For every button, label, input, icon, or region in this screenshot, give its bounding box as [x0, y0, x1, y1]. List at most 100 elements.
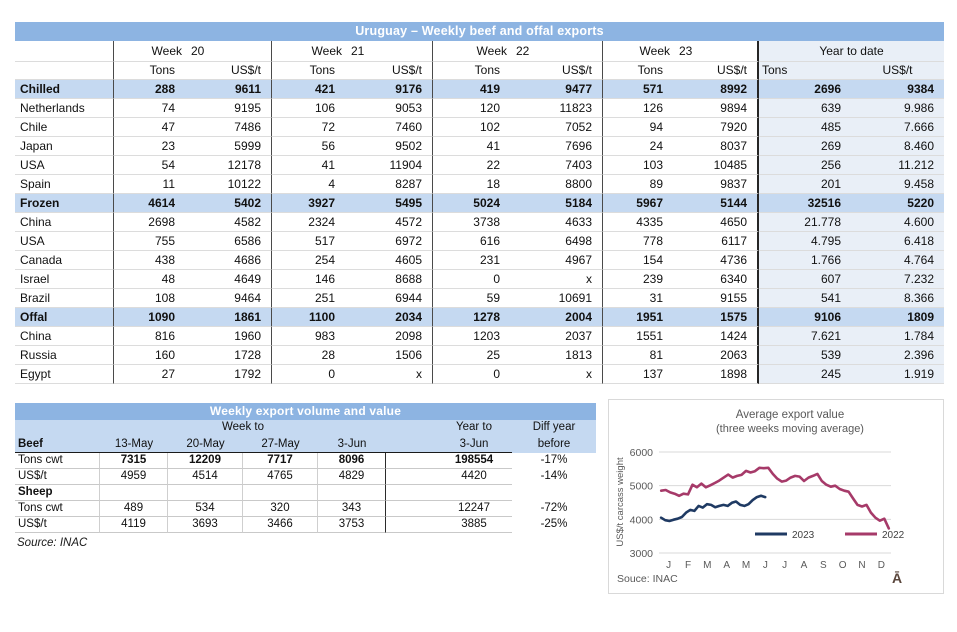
table-cell: 9155: [673, 289, 759, 308]
table-cell: 23: [114, 137, 185, 156]
date-header: 13-May: [100, 436, 168, 453]
x-tick-label: M: [742, 560, 750, 571]
table-cell: 2037: [510, 327, 603, 346]
table-cell: 0: [272, 365, 345, 384]
chart-canvas: Average export value (three weeks moving …: [615, 409, 905, 586]
week-header-label: Week: [433, 41, 510, 62]
table-cell: [100, 485, 168, 501]
table-cell: 2324: [272, 213, 345, 232]
table-cell: 816: [114, 327, 185, 346]
weekly-volume-value-table: Weekly export volume and value Week to Ye…: [15, 403, 596, 549]
x-tick-label: J: [763, 560, 768, 571]
table-cell: 41: [272, 156, 345, 175]
table-cell: 485: [759, 118, 851, 137]
table-cell: 1.919: [851, 365, 944, 384]
table-cell: 5402: [185, 194, 272, 213]
table-cell: 288: [114, 80, 185, 99]
table-cell: 106: [272, 99, 345, 118]
table-cell: 4605: [345, 251, 433, 270]
table-cell: 1792: [185, 365, 272, 384]
table-cell: 7460: [345, 118, 433, 137]
table-cell: 2696: [759, 80, 851, 99]
table-cell: 9.458: [851, 175, 944, 194]
table-cell: 1809: [851, 308, 944, 327]
table-cell: 120: [433, 99, 510, 118]
table-cell: 21.778: [759, 213, 851, 232]
x-tick-label: A: [801, 560, 808, 571]
table-cell: 9384: [851, 80, 944, 99]
table-cell: 1.784: [851, 327, 944, 346]
table-cell: 4650: [673, 213, 759, 232]
table-cell: 11.212: [851, 156, 944, 175]
table-cell: 160: [114, 346, 185, 365]
date-header: 3-Jun: [386, 436, 512, 453]
y-tick-label: 4000: [630, 514, 654, 526]
table-cell: 4633: [510, 213, 603, 232]
table-cell: 4649: [185, 270, 272, 289]
table-cell: 1728: [185, 346, 272, 365]
date-header: 20-May: [168, 436, 243, 453]
table-cell: 7.621: [759, 327, 851, 346]
table-cell: 9106: [759, 308, 851, 327]
table-cell: 8800: [510, 175, 603, 194]
avg-export-value-chart: Average export value (three weeks moving …: [608, 399, 944, 594]
table-cell: 8992: [673, 80, 759, 99]
table-cell: 4967: [510, 251, 603, 270]
table-cell: 7052: [510, 118, 603, 137]
table-cell: 4514: [168, 469, 243, 485]
table-cell: 4736: [673, 251, 759, 270]
table-cell: 8096: [318, 453, 386, 469]
table-cell: 146: [272, 270, 345, 289]
table-cell: 9195: [185, 99, 272, 118]
table-cell: 4.764: [851, 251, 944, 270]
table-cell: 4.795: [759, 232, 851, 251]
table-cell: 6340: [673, 270, 759, 289]
table-cell: 5184: [510, 194, 603, 213]
corner-cell: [15, 420, 100, 436]
table-cell: 9176: [345, 80, 433, 99]
table-cell: 534: [168, 501, 243, 517]
table-cell: 541: [759, 289, 851, 308]
table-cell: 983: [272, 327, 345, 346]
ytd-usd-header: US$/t: [851, 62, 944, 80]
row-label: USA: [15, 232, 114, 251]
table-cell: 1278: [433, 308, 510, 327]
table-cell: 108: [114, 289, 185, 308]
table-cell: 12247: [386, 501, 512, 517]
table-cell: 9894: [673, 99, 759, 118]
y-axis-label: US$/t carcass weight: [615, 457, 626, 547]
table-cell: 6944: [345, 289, 433, 308]
table-cell: 1203: [433, 327, 510, 346]
table-cell: 27: [114, 365, 185, 384]
x-tick-label: A: [723, 560, 730, 571]
table1-title: Uruguay – Weekly beef and offal exports: [15, 22, 944, 41]
table-cell: 6586: [185, 232, 272, 251]
tons-header: Tons: [433, 62, 510, 80]
legend-label-2023: 2023: [792, 530, 815, 541]
table1-grid: Week 20 Week 21 Week 22 Week 23 Year to date Tons…: [15, 41, 944, 384]
table-cell: 2098: [345, 327, 433, 346]
table-cell: 11904: [345, 156, 433, 175]
table-cell: 571: [603, 80, 673, 99]
row-label: Spain: [15, 175, 114, 194]
table-cell: 3466: [243, 517, 318, 533]
table-cell: 11: [114, 175, 185, 194]
table-cell: 94: [603, 118, 673, 137]
table-cell: 4335: [603, 213, 673, 232]
table-cell: 8688: [345, 270, 433, 289]
week-header-number: 21: [345, 41, 433, 62]
table-cell: 245: [759, 365, 851, 384]
table-cell: -17%: [540, 454, 568, 466]
table-cell: 5967: [603, 194, 673, 213]
row-label: China: [15, 327, 114, 346]
table-cell: 7696: [510, 137, 603, 156]
table-cell: 4119: [100, 517, 168, 533]
x-tick-label: D: [878, 560, 885, 571]
table-cell: 539: [759, 346, 851, 365]
table-cell: 59: [433, 289, 510, 308]
row-label: Russia: [15, 346, 114, 365]
table2-title: Weekly export volume and value: [15, 403, 596, 420]
table-cell: 5144: [673, 194, 759, 213]
table-cell: 10122: [185, 175, 272, 194]
y-tick-label: 6000: [630, 447, 654, 459]
